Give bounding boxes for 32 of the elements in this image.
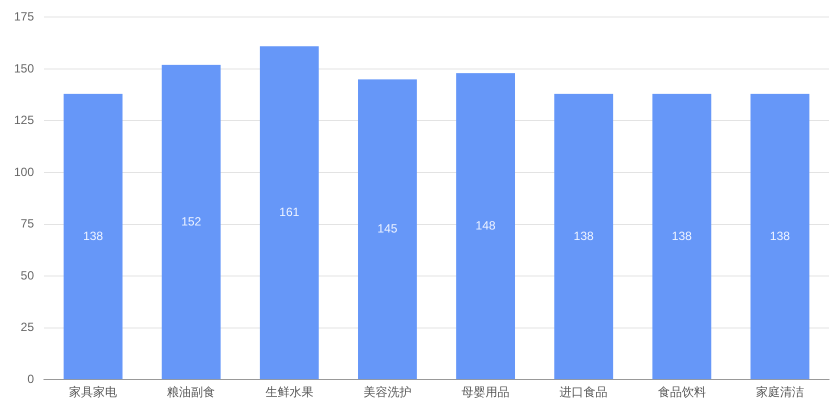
x-tick-label: 生鲜水果 — [265, 385, 314, 400]
bar — [456, 73, 516, 380]
x-tick-label: 家庭清洁 — [756, 385, 804, 400]
x-tick-label: 家具家电 — [69, 385, 118, 400]
x-tick-label: 粮油副食 — [167, 385, 216, 400]
bar — [162, 64, 221, 380]
data-label: 138 — [83, 228, 104, 243]
y-tick-label: 150 — [14, 61, 34, 76]
bar — [260, 46, 319, 380]
data-label: 152 — [181, 214, 202, 228]
bar — [750, 94, 810, 380]
x-tick-label: 食品饮料 — [658, 385, 706, 400]
data-label: 138 — [770, 228, 790, 243]
y-tick-label: 175 — [14, 10, 34, 24]
bar — [652, 94, 712, 380]
y-tick-label: 125 — [14, 113, 34, 128]
data-label: 138 — [672, 228, 692, 243]
y-tick-label: 0 — [27, 372, 34, 386]
x-tick-label: 进口食品 — [560, 385, 608, 400]
y-tick-label: 50 — [20, 268, 34, 282]
data-label: 148 — [476, 218, 496, 232]
bar — [554, 94, 614, 380]
data-label: 145 — [377, 222, 398, 236]
y-tick-label: 25 — [20, 320, 34, 334]
y-tick-label: 75 — [20, 216, 34, 231]
y-tick-label: 100 — [14, 164, 34, 179]
data-label: 161 — [279, 204, 300, 219]
x-tick-label: 美容洗护 — [363, 385, 412, 400]
data-label: 138 — [574, 228, 594, 243]
bar — [358, 79, 417, 380]
bar — [64, 94, 123, 380]
x-tick-label: 母婴用品 — [462, 385, 510, 400]
